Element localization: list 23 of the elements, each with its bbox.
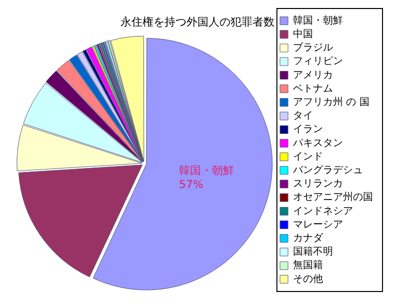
legend-label: 無国籍 — [293, 259, 323, 272]
legend-label: スリランカ — [293, 178, 343, 190]
slice-label: 韓国・朝鮮 — [178, 164, 234, 177]
legend-label: ブラジル — [293, 42, 333, 54]
legend-label: インドネシア — [293, 206, 353, 217]
legend-label: その他 — [293, 272, 323, 285]
legend-label: アメリカ — [293, 70, 333, 81]
legend-label: バングラデシュ — [292, 164, 363, 176]
legend-label: イラン — [293, 124, 323, 136]
legend-label: カナダ — [293, 232, 324, 244]
data-label: 57% — [178, 178, 204, 191]
legend-label: アフリカ州 の 国 — [293, 96, 370, 108]
legend-label: ベトナム — [293, 83, 333, 94]
legend-label: 韓国・朝鮮 — [293, 14, 343, 26]
legend-label: パキスタン — [292, 138, 343, 149]
legend-label: 国籍不明 — [293, 246, 333, 258]
legend-label: マレーシア — [293, 219, 343, 230]
legend-label: フィリピン — [293, 56, 343, 68]
text: 永住権を持つ外国人の犯罪者数 — [120, 15, 274, 28]
legend-label: タイ — [293, 110, 313, 122]
legend-label: 中国 — [293, 28, 313, 40]
legend-label: インド — [293, 151, 323, 162]
legend-label: オセアニア州の国 — [293, 191, 373, 204]
